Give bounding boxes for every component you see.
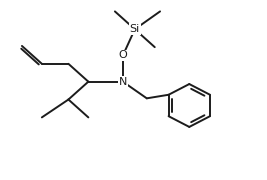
Text: Si: Si: [130, 24, 140, 34]
Text: N: N: [119, 77, 127, 87]
Text: O: O: [119, 50, 127, 60]
